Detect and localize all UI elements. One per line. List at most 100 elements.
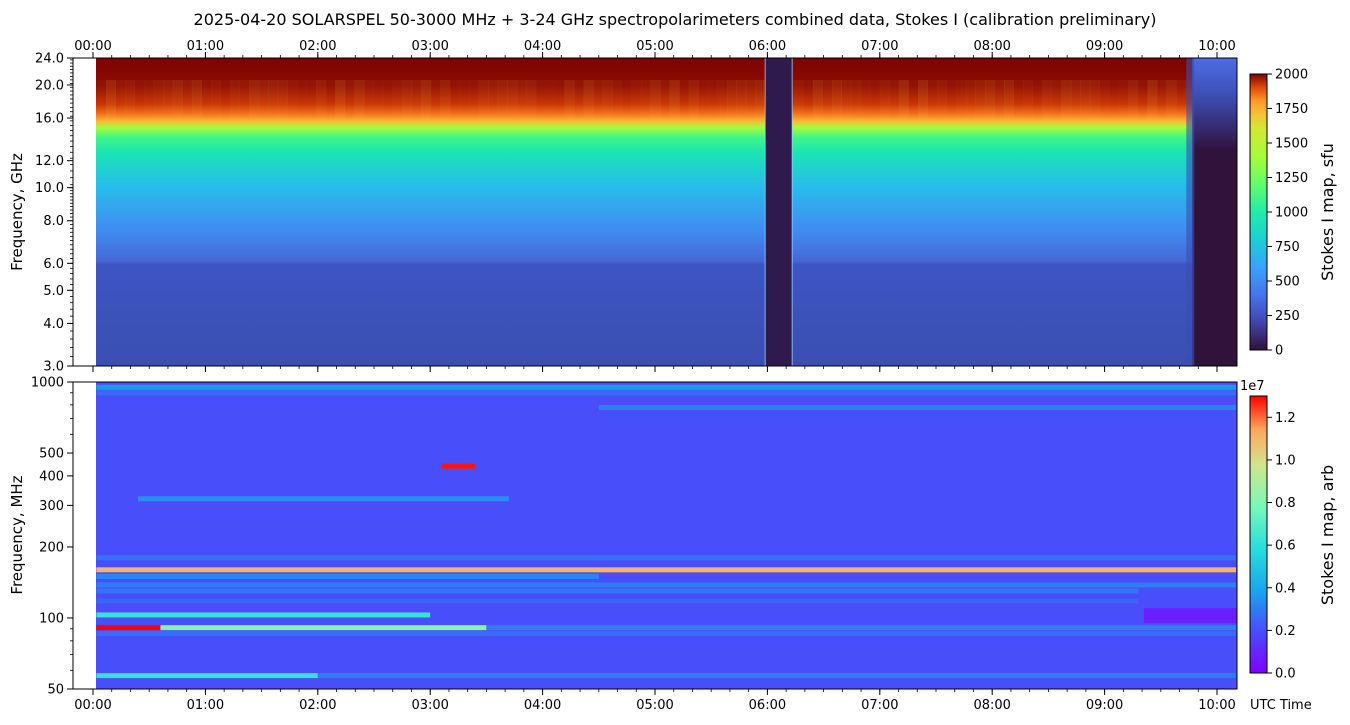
ghz-spectrogram-fill <box>96 58 1237 366</box>
ghz-texture-stripe <box>669 80 680 120</box>
ghz-texture-stripe <box>153 80 164 120</box>
ghz-texture-stripe <box>898 80 909 120</box>
ghz-texture-stripe <box>583 80 594 120</box>
mhz-low-region <box>1143 608 1237 624</box>
ghz-ytick-label: 16.0 <box>35 112 64 127</box>
ghz-texture-stripe <box>211 80 222 120</box>
ghz-texture-stripe <box>956 80 967 120</box>
ghz-texture-stripe <box>755 80 766 120</box>
ghz-texture-stripe <box>449 80 460 120</box>
colorbar-tick-label: 750 <box>1275 240 1300 255</box>
mhz-band <box>96 582 1237 588</box>
ghz-texture-stripe <box>889 80 900 120</box>
ghz-texture-stripe <box>822 80 833 120</box>
ghz-texture-stripe <box>354 80 365 120</box>
ghz-texture-stripe <box>1147 80 1158 120</box>
ghz-texture-stripe <box>297 80 308 120</box>
mhz-ytick-label: 1000 <box>31 376 64 391</box>
ghz-xtick-label: 09:00 <box>1086 39 1123 54</box>
ghz-colorbar-gradient <box>1249 73 1268 351</box>
mhz-band <box>486 625 1237 631</box>
colorbar-tick-label: 1750 <box>1275 102 1308 117</box>
ghz-texture-stripe <box>335 80 346 120</box>
ghz-xtick-label: 07:00 <box>861 39 898 54</box>
ghz-xtick-label: 05:00 <box>636 39 673 54</box>
mhz-band <box>96 555 1237 561</box>
ghz-xtick-label: 10:00 <box>1198 39 1235 54</box>
ghz-end-transition <box>1186 58 1195 366</box>
ghz-texture-stripe <box>726 80 737 120</box>
ghz-texture-stripe <box>402 80 413 120</box>
mhz-band <box>598 404 1237 410</box>
ghz-texture-stripe <box>736 80 747 120</box>
ghz-texture-stripe <box>134 80 145 120</box>
colorbar-tick-label: 0.8 <box>1275 496 1296 511</box>
colorbar-tick-label: 0.4 <box>1275 581 1296 596</box>
ghz-texture-stripe <box>421 80 432 120</box>
ghz-texture-stripe <box>879 80 890 120</box>
ghz-texture-stripe <box>860 80 871 120</box>
colorbar-tick-label: 1500 <box>1275 137 1308 152</box>
ghz-ytick-label: 10.0 <box>35 181 64 196</box>
ghz-texture-stripe <box>1023 80 1034 120</box>
ghz-texture-stripe <box>851 80 862 120</box>
ghz-texture-stripe <box>679 80 690 120</box>
ghz-texture-stripe <box>249 80 260 120</box>
mhz-colorbar-label: Stokes I map, arb <box>1318 465 1337 605</box>
ghz-texture-stripe <box>640 80 651 120</box>
mhz-band <box>96 588 1139 594</box>
ghz-texture-stripe <box>115 80 126 120</box>
ghz-texture-stripe <box>258 80 269 120</box>
ghz-texture-stripe <box>344 80 355 120</box>
ghz-texture-stripe <box>1175 80 1186 120</box>
ghz-texture-stripe <box>1032 80 1043 120</box>
ghz-ytick-label: 4.0 <box>43 317 64 332</box>
mhz-ytick-label: 300 <box>39 499 64 514</box>
ghz-data-gap <box>764 58 793 366</box>
ghz-texture-stripe <box>832 80 843 120</box>
ghz-texture-stripe <box>1099 80 1110 120</box>
ghz-texture-stripe <box>621 80 632 120</box>
ghz-texture-stripe <box>440 80 451 120</box>
ghz-texture-stripe <box>468 80 479 120</box>
mhz-band <box>160 625 487 631</box>
ghz-ytick-label: 5.0 <box>43 284 64 299</box>
ghz-texture-stripe <box>660 80 671 120</box>
ghz-texture-stripe <box>545 80 556 120</box>
ghz-texture-stripe <box>564 80 575 120</box>
ghz-texture-stripe <box>918 80 929 120</box>
mhz-xtick-label: 06:00 <box>749 698 786 713</box>
colorbar-tick-label: 0.2 <box>1275 624 1296 639</box>
ghz-texture-stripe <box>1061 80 1072 120</box>
ghz-texture-stripe <box>1137 80 1148 120</box>
mhz-colorbar: 0.0 0.2 0.4 0.6 0.8 1.0 1.2 Stokes I map, arb 1… <box>1240 379 1337 682</box>
ghz-colorbar-label: Stokes I map, sfu <box>1318 143 1337 281</box>
colorbar-tick-label: 2000 <box>1275 68 1308 83</box>
ghz-texture-stripe <box>841 80 852 120</box>
figure-title: 2025-04-20 SOLARSPEL 50-3000 MHz + 3-24 … <box>193 10 1157 29</box>
ghz-texture-stripe <box>392 80 403 120</box>
mhz-xtick-label: 09:00 <box>1086 698 1123 713</box>
ghz-texture-stripe <box>946 80 957 120</box>
ghz-texture-stripe <box>125 80 136 120</box>
ghz-texture-stripe <box>287 80 298 120</box>
ghz-texture-stripe <box>1080 80 1091 120</box>
ghz-texture-stripe <box>1070 80 1081 120</box>
ghz-texture-stripe <box>937 80 948 120</box>
colorbar-tick-label: 500 <box>1275 275 1300 290</box>
ghz-xtick-label: 02:00 <box>299 39 336 54</box>
mhz-xtick-label: 10:00 <box>1198 698 1235 713</box>
time-axis-label: UTC Time <box>1250 698 1312 713</box>
ghz-ytick-label: 3.0 <box>43 360 64 375</box>
ghz-texture-stripe <box>1013 80 1024 120</box>
mhz-ytick-label: 500 <box>39 447 64 462</box>
ghz-texture-stripe <box>497 80 508 120</box>
ghz-texture-stripe <box>908 80 919 120</box>
ghz-texture-stripe <box>994 80 1005 120</box>
ghz-texture-stripe <box>975 80 986 120</box>
ghz-texture-stripe <box>1109 80 1120 120</box>
ghz-texture-stripe <box>373 80 384 120</box>
ghz-texture-stripe <box>870 80 881 120</box>
ghz-ytick-label: 6.0 <box>43 257 64 272</box>
